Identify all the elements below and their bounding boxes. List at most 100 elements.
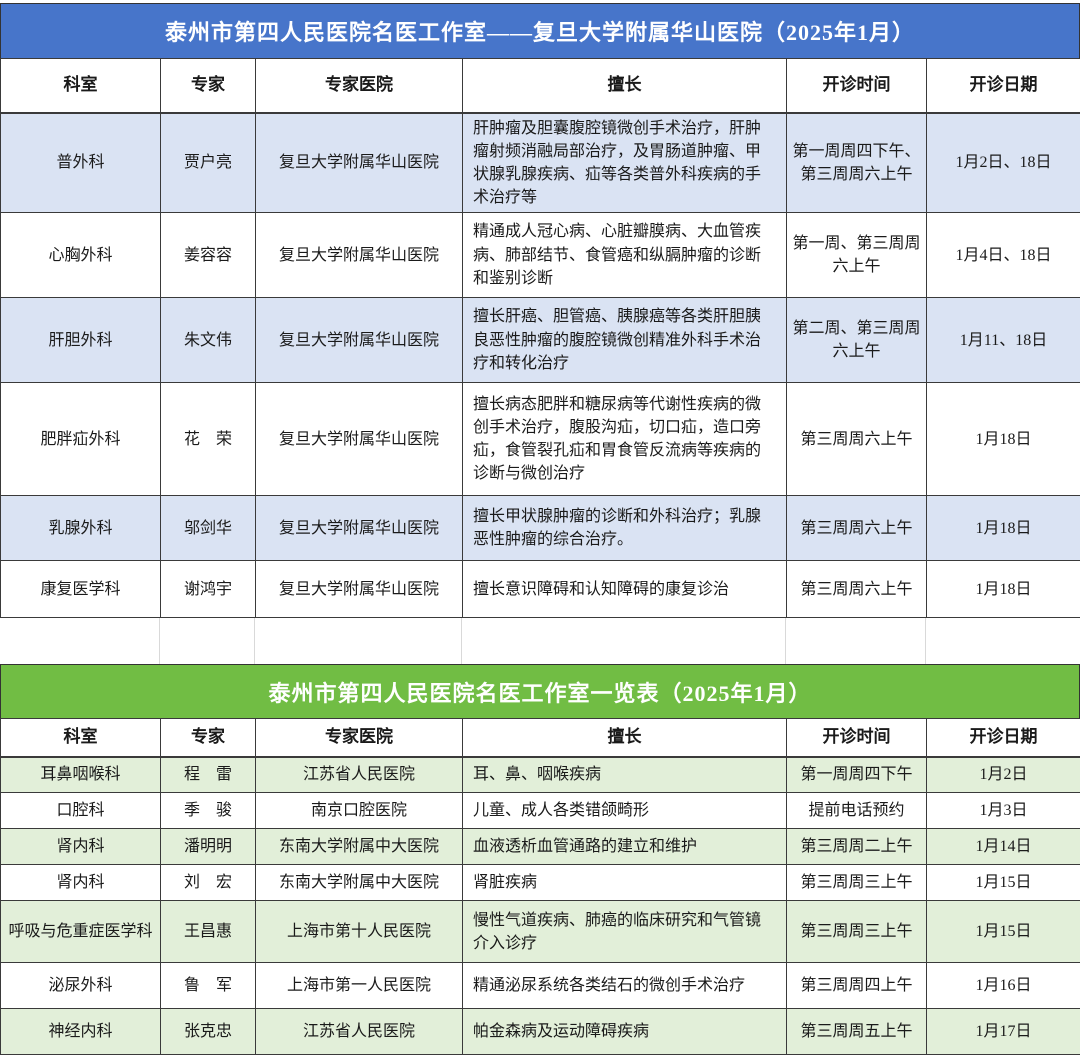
dept-cell: 乳腺外科 xyxy=(1,496,161,561)
spacer-cell xyxy=(0,618,160,664)
date-cell: 1月2日 xyxy=(927,757,1080,793)
time-cell: 第三周周二上午 xyxy=(787,829,927,865)
specialty-cell: 耳、鼻、咽喉疾病 xyxy=(463,757,787,793)
time-cell: 第三周周六上午 xyxy=(787,496,927,561)
time-cell: 第三周周六上午 xyxy=(787,561,927,618)
specialty-cell: 擅长意识障碍和认知障碍的康复诊治 xyxy=(463,561,787,618)
date-cell: 1月18日 xyxy=(927,496,1080,561)
specialty-cell: 擅长甲状腺肿瘤的诊断和外科治疗；乳腺恶性肿瘤的综合治疗。 xyxy=(463,496,787,561)
time-cell: 第三周周四上午 xyxy=(787,963,927,1009)
time-cell: 第三周周六上午 xyxy=(787,383,927,496)
time-cell: 第三周周三上午 xyxy=(787,865,927,901)
spacer-cell xyxy=(255,618,462,664)
table-gap-spacer xyxy=(0,618,1080,664)
specialty-cell: 肾脏疾病 xyxy=(463,865,787,901)
dept-cell: 耳鼻咽喉科 xyxy=(1,757,161,793)
expert-cell: 程 雷 xyxy=(161,757,256,793)
time-cell: 第三周周三上午 xyxy=(787,901,927,963)
spacer-cell xyxy=(160,618,255,664)
hospital-cell: 复旦大学附属华山医院 xyxy=(256,496,463,561)
header-expert: 专家 xyxy=(161,59,256,113)
hospital-cell: 上海市第十人民医院 xyxy=(256,901,463,963)
expert-cell: 邬剑华 xyxy=(161,496,256,561)
table-row: 泌尿外科鲁 军上海市第一人民医院精通泌尿系统各类结石的微创手术治疗第三周周四上午… xyxy=(1,963,1080,1009)
dept-cell: 肾内科 xyxy=(1,865,161,901)
date-cell: 1月15日 xyxy=(927,865,1080,901)
expert-cell: 谢鸿宇 xyxy=(161,561,256,618)
dept-cell: 泌尿外科 xyxy=(1,963,161,1009)
specialty-cell: 肝肿瘤及胆囊腹腔镜微创手术治疗，肝肿瘤射频消融局部治疗，及胃肠道肿瘤、甲状腺乳腺… xyxy=(463,113,787,213)
huashan-table-title: 泰州市第四人民医院名医工作室——复旦大学附属华山医院（2025年1月） xyxy=(0,3,1080,58)
dept-cell: 肾内科 xyxy=(1,829,161,865)
table-row: 肝胆外科朱文伟复旦大学附属华山医院擅长肝癌、胆管癌、胰腺癌等各类肝胆胰良恶性肿瘤… xyxy=(1,298,1080,383)
time-cell: 第一周周四下午、第三周周六上午 xyxy=(787,113,927,213)
date-cell: 1月18日 xyxy=(927,561,1080,618)
hospital-cell: 复旦大学附属华山医院 xyxy=(256,213,463,298)
header-hospital: 专家医院 xyxy=(256,719,463,757)
time-cell: 第一周、第三周周六上午 xyxy=(787,213,927,298)
table-row: 乳腺外科邬剑华复旦大学附属华山医院擅长甲状腺肿瘤的诊断和外科治疗；乳腺恶性肿瘤的… xyxy=(1,496,1080,561)
hospital-cell: 复旦大学附属华山医院 xyxy=(256,561,463,618)
expert-cell: 花 荣 xyxy=(161,383,256,496)
date-cell: 1月14日 xyxy=(927,829,1080,865)
hospital-cell: 复旦大学附属华山医院 xyxy=(256,298,463,383)
spacer-cell xyxy=(462,618,786,664)
date-cell: 1月3日 xyxy=(927,793,1080,829)
specialty-cell: 精通成人冠心病、心脏瓣膜病、大血管疾病、肺部结节、食管癌和纵膈肿瘤的诊断和鉴别诊… xyxy=(463,213,787,298)
specialty-cell: 儿童、成人各类错颌畸形 xyxy=(463,793,787,829)
dept-cell: 普外科 xyxy=(1,113,161,213)
expert-cell: 潘明明 xyxy=(161,829,256,865)
huashan-table: 科室 专家 专家医院 擅长 开诊时间 开诊日期 普外科贾户亮复旦大学附属华山医院… xyxy=(0,58,1080,618)
header-hospital: 专家医院 xyxy=(256,59,463,113)
overview-table: 科室 专家 专家医院 擅长 开诊时间 开诊日期 耳鼻咽喉科程 雷江苏省人民医院耳… xyxy=(0,718,1080,1055)
huashan-table-header: 科室 专家 专家医院 擅长 开诊时间 开诊日期 xyxy=(1,59,1080,113)
table-row: 康复医学科谢鸿宇复旦大学附属华山医院擅长意识障碍和认知障碍的康复诊治第三周周六上… xyxy=(1,561,1080,618)
header-time: 开诊时间 xyxy=(787,719,927,757)
hospital-cell: 南京口腔医院 xyxy=(256,793,463,829)
huashan-table-body: 普外科贾户亮复旦大学附属华山医院肝肿瘤及胆囊腹腔镜微创手术治疗，肝肿瘤射频消融局… xyxy=(1,113,1080,618)
specialty-cell: 擅长肝癌、胆管癌、胰腺癌等各类肝胆胰良恶性肿瘤的腹腔镜微创精准外科手术治疗和转化… xyxy=(463,298,787,383)
header-time: 开诊时间 xyxy=(787,59,927,113)
dept-cell: 肥胖疝外科 xyxy=(1,383,161,496)
dept-cell: 呼吸与危重症医学科 xyxy=(1,901,161,963)
expert-cell: 王昌惠 xyxy=(161,901,256,963)
header-specialty: 擅长 xyxy=(463,719,787,757)
expert-cell: 鲁 军 xyxy=(161,963,256,1009)
hospital-cell: 东南大学附属中大医院 xyxy=(256,829,463,865)
header-row: 科室 专家 专家医院 擅长 开诊时间 开诊日期 xyxy=(1,719,1080,757)
date-cell: 1月11、18日 xyxy=(927,298,1080,383)
table-row: 呼吸与危重症医学科王昌惠上海市第十人民医院慢性气道疾病、肺癌的临床研究和气管镜介… xyxy=(1,901,1080,963)
expert-cell: 季 骏 xyxy=(161,793,256,829)
time-cell: 第二周、第三周周六上午 xyxy=(787,298,927,383)
date-cell: 1月15日 xyxy=(927,901,1080,963)
specialty-cell: 血液透析血管通路的建立和维护 xyxy=(463,829,787,865)
dept-cell: 肝胆外科 xyxy=(1,298,161,383)
hospital-cell: 江苏省人民医院 xyxy=(256,757,463,793)
header-row: 科室 专家 专家医院 擅长 开诊时间 开诊日期 xyxy=(1,59,1080,113)
expert-cell: 朱文伟 xyxy=(161,298,256,383)
overview-table-header: 科室 专家 专家医院 擅长 开诊时间 开诊日期 xyxy=(1,719,1080,757)
hospital-cell: 东南大学附属中大医院 xyxy=(256,865,463,901)
hospital-cell: 复旦大学附属华山医院 xyxy=(256,383,463,496)
dept-cell: 口腔科 xyxy=(1,793,161,829)
header-dept: 科室 xyxy=(1,59,161,113)
date-cell: 1月18日 xyxy=(927,383,1080,496)
overview-schedule-table: 泰州市第四人民医院名医工作室一览表（2025年1月） 科室 专家 专家医院 擅长… xyxy=(0,664,1080,1055)
header-specialty: 擅长 xyxy=(463,59,787,113)
dept-cell: 康复医学科 xyxy=(1,561,161,618)
date-cell: 1月16日 xyxy=(927,963,1080,1009)
spacer-cell xyxy=(786,618,926,664)
table-row: 普外科贾户亮复旦大学附属华山医院肝肿瘤及胆囊腹腔镜微创手术治疗，肝肿瘤射频消融局… xyxy=(1,113,1080,213)
dept-cell: 心胸外科 xyxy=(1,213,161,298)
overview-table-title: 泰州市第四人民医院名医工作室一览表（2025年1月） xyxy=(0,664,1080,718)
expert-cell: 贾户亮 xyxy=(161,113,256,213)
specialty-cell: 精通泌尿系统各类结石的微创手术治疗 xyxy=(463,963,787,1009)
header-date: 开诊日期 xyxy=(927,719,1080,757)
table-row: 心胸外科姜容容复旦大学附属华山医院精通成人冠心病、心脏瓣膜病、大血管疾病、肺部结… xyxy=(1,213,1080,298)
time-cell: 提前电话预约 xyxy=(787,793,927,829)
